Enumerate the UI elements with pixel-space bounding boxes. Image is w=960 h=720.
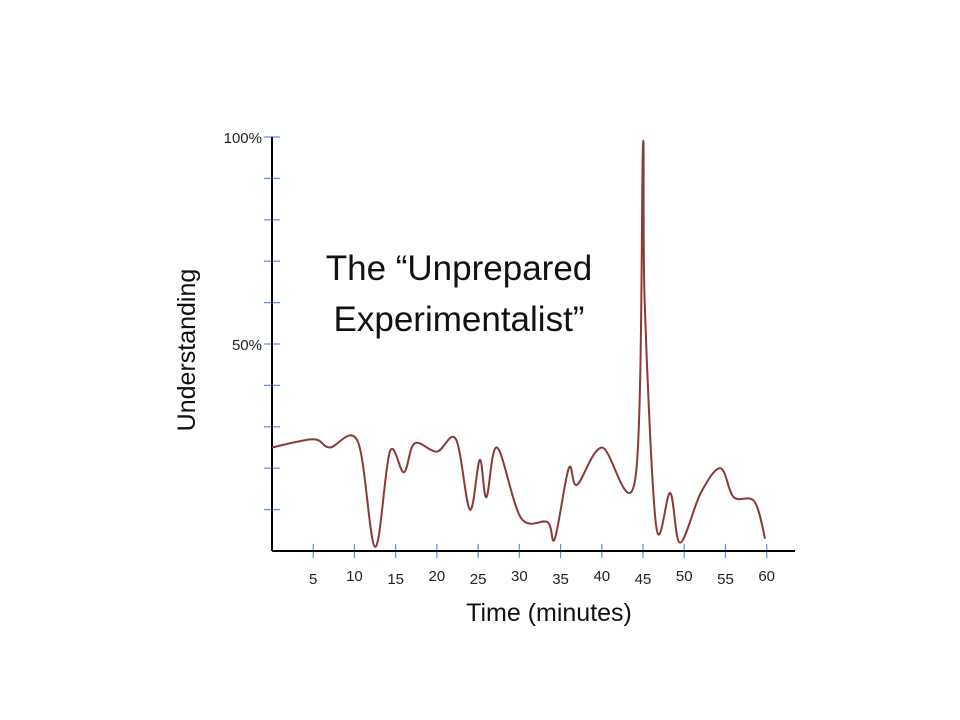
- x-tick-label-40: 40: [593, 568, 610, 585]
- x-tick-label-25: 25: [470, 571, 487, 588]
- x-tick-label-55: 55: [717, 571, 734, 588]
- x-tick-label-20: 20: [429, 568, 446, 585]
- x-tick-label-30: 30: [511, 568, 528, 585]
- y-axis-title: Understanding: [173, 269, 201, 432]
- series-line: [271, 140, 767, 548]
- y-tick-label-50: 50%: [232, 337, 262, 354]
- x-tick-label-45: 45: [635, 571, 652, 588]
- x-tick-label-5: 5: [309, 571, 317, 588]
- x-tick-label-10: 10: [346, 568, 363, 585]
- x-tick-label-35: 35: [552, 571, 569, 588]
- chart-title-line-1: The “Unprepared: [326, 249, 593, 288]
- y-tick-label-100: 100%: [224, 130, 262, 147]
- x-tick-labels: 5 10 15 20 25 30 35 40 45 50 55 60: [309, 568, 775, 588]
- x-axis-title: Time (minutes): [466, 599, 632, 627]
- y-tick-labels: 50% 100%: [224, 130, 262, 354]
- x-tick-label-60: 60: [758, 568, 775, 585]
- chart-title-line-2: Experimentalist”: [334, 300, 585, 339]
- x-tick-label-15: 15: [387, 571, 404, 588]
- x-tick-label-50: 50: [676, 568, 693, 585]
